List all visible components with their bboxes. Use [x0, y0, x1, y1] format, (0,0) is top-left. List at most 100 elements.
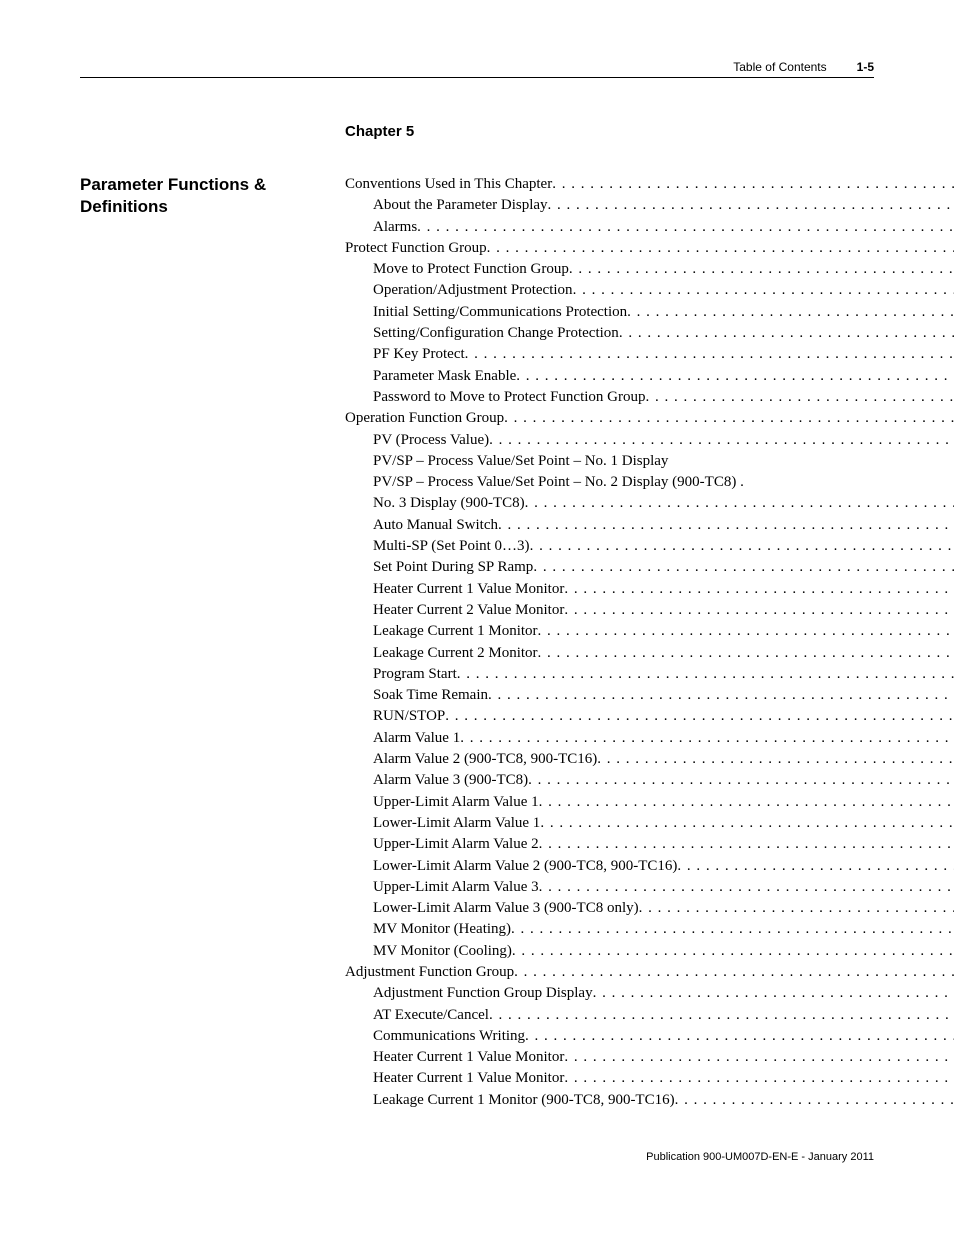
toc-leader-dots	[525, 1026, 954, 1047]
toc-entry: Upper-Limit Alarm Value 25-19	[345, 834, 954, 855]
toc-leader-dots	[564, 600, 954, 621]
content-area: Parameter Functions & Definitions Conven…	[80, 174, 874, 1111]
toc-leader-dots	[511, 919, 954, 940]
toc-entry: Auto Manual Switch5-10	[345, 515, 954, 536]
toc-entry-title: Lower-Limit Alarm Value 3 (900-TC8 only)	[373, 898, 639, 919]
toc-leader-dots	[516, 366, 954, 387]
toc-entry: Heater Current 1 Value Monitor5-11	[345, 579, 954, 600]
toc-entry-title: Parameter Mask Enable	[373, 366, 516, 387]
toc-entry: Conventions Used in This Chapter5-1	[345, 174, 954, 195]
toc-entry-title: Program Start	[373, 664, 457, 685]
toc-leader-dots	[465, 344, 954, 365]
toc-entry: PV (Process Value)5-7	[345, 430, 954, 451]
toc-entry-title: Operation/Adjustment Protection	[373, 280, 573, 301]
toc-entry: Upper-Limit Alarm Value 15-18	[345, 792, 954, 813]
toc-entry-title: Set Point During SP Ramp	[373, 557, 533, 578]
toc-entry-title: Auto Manual Switch	[373, 515, 498, 536]
toc-leader-dots	[619, 323, 954, 344]
toc-entry-title: Communications Writing	[373, 1026, 525, 1047]
toc-entry: Communications Writing5-26	[345, 1026, 954, 1047]
toc-entry-title: Password to Move to Protect Function Gro…	[373, 387, 645, 408]
toc-entry-title: Alarm Value 2 (900-TC8, 900-TC16)	[373, 749, 597, 770]
toc-leader-dots	[564, 1068, 954, 1089]
toc-entry: Parameter Mask Enable5-5	[345, 366, 954, 387]
toc-entry-title: Heater Current 1 Value Monitor	[373, 1047, 564, 1068]
toc-entry-title: MV Monitor (Heating)	[373, 919, 511, 940]
toc-entry-title: No. 3 Display (900-TC8)	[373, 493, 525, 514]
toc-entry-title: PV/SP – Process Value/Set Point – No. 2 …	[373, 472, 744, 493]
toc-entry: Lower-Limit Alarm Value 3 (900-TC8 only)…	[345, 898, 954, 919]
toc-entry: RUN/STOP5-16	[345, 706, 954, 727]
toc-entry: Alarm Value 3 (900-TC8)5-18	[345, 770, 954, 791]
toc-entry: Setting/Configuration Change Protection5…	[345, 323, 954, 344]
left-column: Parameter Functions & Definitions	[80, 174, 345, 218]
toc-leader-dots	[460, 728, 954, 749]
toc-leader-dots	[487, 238, 954, 259]
toc-entry-title: Leakage Current 1 Monitor (900-TC8, 900-…	[373, 1090, 675, 1111]
toc-entry: Move to Protect Function Group5-3	[345, 259, 954, 280]
toc-entry-title: Leakage Current 1 Monitor	[373, 621, 538, 642]
toc-entry: PV/SP – Process Value/Set Point – No. 1 …	[345, 451, 954, 472]
toc-entry-title: Soak Time Remain	[373, 685, 488, 706]
toc-entry-title: Initial Setting/Communications Protectio…	[373, 302, 627, 323]
toc-leader-dots	[530, 536, 954, 557]
toc-entry-title: Heater Current 2 Value Monitor	[373, 600, 564, 621]
toc-entry: AT Execute/Cancel5-25	[345, 1005, 954, 1026]
toc-leader-dots	[639, 898, 954, 919]
toc-entry: Adjustment Function Group5-22	[345, 962, 954, 983]
toc-leader-dots	[593, 983, 954, 1004]
header-page-number: 1-5	[857, 60, 874, 74]
toc-entry-title: Adjustment Function Group	[345, 962, 514, 983]
toc-leader-dots	[539, 792, 954, 813]
toc-leader-dots	[489, 1005, 954, 1026]
toc-leader-dots	[573, 280, 954, 301]
toc-entry-title: PV (Process Value)	[373, 430, 489, 451]
chapter-label: Chapter 5	[345, 123, 874, 140]
toc-entry-title: Multi-SP (Set Point 0…3)	[373, 536, 530, 557]
toc-leader-dots	[552, 174, 954, 195]
toc-entry-title: AT Execute/Cancel	[373, 1005, 489, 1026]
toc-entry: Heater Current 2 Value Monitor5-12	[345, 600, 954, 621]
toc-leader-dots	[677, 856, 954, 877]
toc-entry-title: Adjustment Function Group Display	[373, 983, 593, 1004]
toc-entry: No. 3 Display (900-TC8)5-8	[345, 493, 954, 514]
toc-leader-dots	[645, 387, 954, 408]
toc-entry: Alarm Value 2 (900-TC8, 900-TC16)5-17	[345, 749, 954, 770]
toc-leader-dots	[445, 706, 954, 727]
toc-leader-dots	[504, 408, 954, 429]
toc-entry: Multi-SP (Set Point 0…3)5-10	[345, 536, 954, 557]
toc-entry: Protect Function Group5-1	[345, 238, 954, 259]
section-title: Parameter Functions & Definitions	[80, 174, 335, 218]
toc-leader-dots	[417, 217, 954, 238]
toc-entry: Set Point During SP Ramp5-10	[345, 557, 954, 578]
toc-entry: Leakage Current 1 Monitor5-13	[345, 621, 954, 642]
toc-entry: Adjustment Function Group Display5-24	[345, 983, 954, 1004]
toc-entry-title: Protect Function Group	[345, 238, 487, 259]
toc-leader-dots	[538, 643, 954, 664]
toc-entry-title: Move to Protect Function Group	[373, 259, 569, 280]
toc-leader-dots	[528, 770, 954, 791]
toc-list: Conventions Used in This Chapter5-1About…	[345, 174, 954, 1111]
toc-entry: Alarm Value 15-16	[345, 728, 954, 749]
toc-leader-dots	[489, 430, 954, 451]
toc-leader-dots	[564, 579, 954, 600]
toc-leader-dots	[540, 813, 954, 834]
toc-entry-title: Operation Function Group	[345, 408, 504, 429]
toc-entry-title: Upper-Limit Alarm Value 2	[373, 834, 539, 855]
toc-entry: MV Monitor (Cooling)5-22	[345, 941, 954, 962]
toc-leader-dots	[457, 664, 954, 685]
toc-leader-dots	[675, 1090, 954, 1111]
toc-entry-title: Heater Current 1 Value Monitor	[373, 579, 564, 600]
toc-entry: Lower-Limit Alarm Value 2 (900-TC8, 900-…	[345, 856, 954, 877]
toc-entry: Heater Current 1 Value Monitor5-26	[345, 1047, 954, 1068]
toc-entry: Operation/Adjustment Protection5-3	[345, 280, 954, 301]
toc-entry: Upper-Limit Alarm Value 35-20	[345, 877, 954, 898]
toc-entry: Leakage Current 2 Monitor5-14	[345, 643, 954, 664]
toc-leader-dots	[538, 621, 954, 642]
toc-leader-dots	[627, 302, 954, 323]
toc-entry: Heater Current 1 Value Monitor5-27	[345, 1068, 954, 1089]
header-title: Table of Contents	[733, 60, 826, 74]
toc-entry: PF Key Protect5-5	[345, 344, 954, 365]
toc-leader-dots	[525, 493, 954, 514]
page-header: Table of Contents 1-5	[80, 60, 874, 78]
